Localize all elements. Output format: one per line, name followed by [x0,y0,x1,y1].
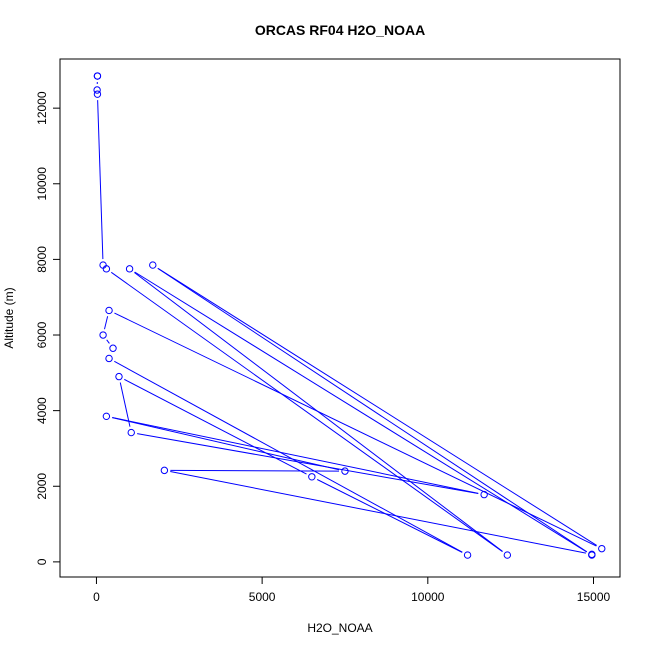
data-point [588,550,596,559]
y-tick-label: 8000 [35,246,49,273]
series-segment [170,469,339,472]
data-point [308,473,316,481]
series-segment [316,479,463,553]
x-tick-label: 0 [93,590,100,604]
data-point [149,261,157,269]
data-point [480,490,488,499]
y-tick-label: 6000 [35,321,49,348]
series-segment [134,271,587,553]
series-segment [104,316,109,330]
y-tick-label: 12000 [35,91,49,125]
x-tick-label: 5000 [249,590,276,604]
x-axis-label: H2O_NOAA [307,621,372,635]
y-axis-label: Altitude (m) [2,287,16,348]
data-point [105,354,113,363]
data-point [99,331,107,339]
series-segment [110,271,503,552]
data-point [102,412,111,421]
series-layer [93,72,606,559]
data-point [109,344,117,352]
data-point [115,372,123,381]
series-segment [170,471,587,554]
series-segment [137,433,479,495]
chart-title: ORCAS RF04 H2O_NOAA [255,22,425,38]
data-point [93,72,102,80]
data-point [598,544,606,553]
data-point [463,551,472,559]
series-segment [97,100,104,260]
data-point [93,86,101,94]
series-segment [157,267,597,546]
series-segment [157,267,588,553]
data-point [160,466,169,475]
y-axis: 0 2000 4000 6000 8000 10000 12000 [35,91,61,565]
series-segment [106,339,110,344]
x-tick-label: 15000 [577,590,611,604]
plot-frame [59,58,621,578]
y-tick-label: 0 [35,558,49,565]
data-point [125,265,134,273]
data-point [102,265,111,273]
y-tick-label: 10000 [35,167,49,201]
series-segment [112,417,479,494]
x-axis: 0 5000 10000 15000 [93,576,611,604]
data-point [341,467,349,475]
data-point [93,90,102,98]
y-tick-label: 4000 [35,397,49,424]
data-point [127,428,135,437]
data-point [503,551,512,559]
x-tick-label: 10000 [411,590,445,604]
series-segment [119,382,131,427]
y-tick-label: 2000 [35,473,49,500]
series-segment [112,417,340,471]
data-point [105,306,113,315]
series-segment [114,312,597,547]
series-segment [114,360,463,553]
